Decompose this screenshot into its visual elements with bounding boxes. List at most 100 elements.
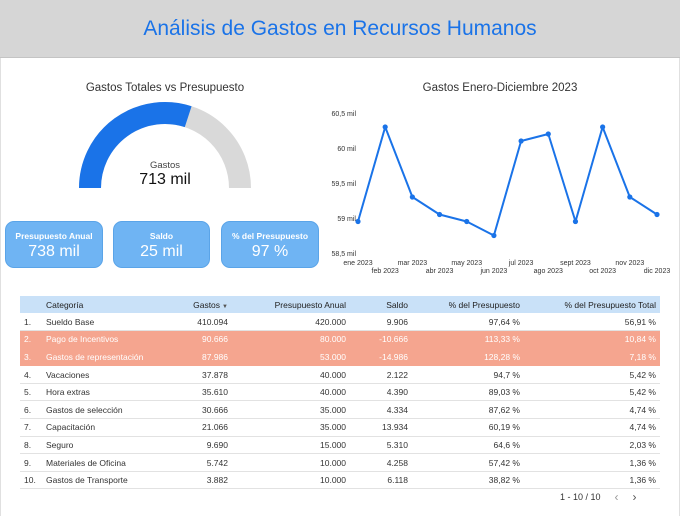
y-tick-label: 58,5 mil xyxy=(331,251,356,258)
cell-pct-presupuesto: 89,03 % xyxy=(412,383,524,402)
cell-categoria: Vacaciones xyxy=(42,365,162,384)
gauge-title: Gastos Totales vs Presupuesto xyxy=(85,82,245,94)
column-header-index xyxy=(20,296,42,313)
cell-gastos: 30.666 xyxy=(162,400,232,420)
cell-saldo: 13.934 xyxy=(350,418,412,437)
data-point xyxy=(409,194,415,200)
table-row[interactable]: 8. Seguro 9.690 15.000 5.310 64,6 % 2,03 % xyxy=(20,436,660,455)
y-tick-label: 60,5 mil xyxy=(331,111,356,118)
row-index: 3. xyxy=(20,348,42,367)
kpi-presupuesto-anual: Presupuesto Anual 738 mil xyxy=(5,221,103,268)
row-index: 4. xyxy=(20,365,42,384)
cell-categoria: Gastos de representación xyxy=(42,348,162,367)
kpi-label: Presupuesto Anual xyxy=(15,231,93,241)
cell-pct-presupuesto: 97,64 % xyxy=(412,313,524,332)
cell-pct-presupuesto: 60,19 % xyxy=(412,418,524,437)
kpi-value: 25 mil xyxy=(140,243,183,260)
cell-gastos: 5.742 xyxy=(162,453,232,472)
column-header-saldo[interactable]: Saldo xyxy=(350,296,412,313)
table-row[interactable]: 1. Sueldo Base 410.094 420.000 9.906 97,64 % 5… xyxy=(20,313,660,332)
cell-saldo: 2.122 xyxy=(350,365,412,384)
x-tick-label: jul 2023 xyxy=(508,260,534,267)
cell-saldo: -14.986 xyxy=(350,348,412,367)
cell-saldo: 4.390 xyxy=(350,383,412,402)
chevron-right-icon[interactable]: › xyxy=(632,490,637,504)
x-tick-label: nov 2023 xyxy=(615,260,644,267)
y-tick-label: 59 mil xyxy=(337,216,356,223)
line-chart: 60,5 mil 60 mil 59,5 mil 59 mil 58,5 mil ene … xyxy=(331,111,670,275)
cell-categoria: Gastos de selección xyxy=(42,400,162,420)
cell-gastos: 21.066 xyxy=(162,418,232,437)
data-point xyxy=(355,218,361,225)
data-point xyxy=(464,218,470,225)
chevron-left-icon[interactable]: ‹ xyxy=(614,490,619,504)
row-index: 9. xyxy=(20,453,42,472)
gauge-fill xyxy=(79,102,192,189)
table-row[interactable]: 2. Pago de Incentivos 90.666 80.000 -10.666 1… xyxy=(20,330,660,349)
table-pager: 1 - 10 / 10 ‹ › xyxy=(560,490,637,504)
cell-categoria: Sueldo Base xyxy=(42,313,162,332)
x-tick-label: abr 2023 xyxy=(426,268,454,275)
column-header-pct-presupuesto-total[interactable]: % del Presupuesto Total xyxy=(524,296,660,313)
cell-presupuesto-anual: 40.000 xyxy=(232,383,350,402)
column-header-gastos[interactable]: Gastos ▼ xyxy=(162,296,232,313)
cell-pct-presupuesto-total: 4,74 % xyxy=(524,418,660,437)
data-point xyxy=(382,124,388,130)
cell-gastos: 3.882 xyxy=(162,471,232,490)
kpi-saldo: Saldo 25 mil xyxy=(113,221,210,268)
x-tick-label: feb 2023 xyxy=(372,268,399,275)
gauge-caption: Gastos xyxy=(149,160,181,171)
cell-gastos: 35.610 xyxy=(162,383,232,402)
sort-descending-icon: ▼ xyxy=(222,303,228,310)
cell-pct-presupuesto: 128,28 % xyxy=(412,348,524,367)
cell-presupuesto-anual: 10.000 xyxy=(232,471,350,490)
page-title: Análisis de Gastos en Recursos Humanos xyxy=(143,16,537,40)
chart-title: Gastos Enero-Diciembre 2023 xyxy=(422,82,578,94)
x-tick-label: sept 2023 xyxy=(560,260,591,267)
x-tick-label: ago 2023 xyxy=(534,268,563,275)
cell-pct-presupuesto: 57,42 % xyxy=(412,453,524,472)
kpi-porcentaje-presupuesto: % del Presupuesto 97 % xyxy=(221,221,319,268)
cell-gastos: 87.986 xyxy=(162,348,232,367)
cell-pct-presupuesto: 113,33 % xyxy=(412,330,524,349)
cell-pct-presupuesto: 94,7 % xyxy=(412,365,524,384)
cell-presupuesto-anual: 35.000 xyxy=(232,418,350,437)
series-line xyxy=(357,126,658,237)
cell-presupuesto-anual: 53.000 xyxy=(232,348,350,367)
table-header-row: Categoría Gastos ▼ Presupuesto Anual Sald… xyxy=(20,296,660,313)
table-row[interactable]: 6. Gastos de selección 30.666 35.000 4.334 87… xyxy=(20,400,660,420)
cell-categoria: Seguro xyxy=(42,436,162,455)
cell-presupuesto-anual: 40.000 xyxy=(232,365,350,384)
cell-gastos: 90.666 xyxy=(162,330,232,349)
cell-presupuesto-anual: 420.000 xyxy=(232,313,350,332)
y-tick-label: 59,5 mil xyxy=(331,181,356,188)
column-header-pct-presupuesto[interactable]: % del Presupuesto xyxy=(412,296,524,313)
cell-categoria: Materiales de Oficina xyxy=(42,453,162,472)
gauge-chart xyxy=(79,102,251,189)
row-index: 1. xyxy=(20,313,42,332)
table-row[interactable]: 3. Gastos de representación 87.986 53.000 -1… xyxy=(20,348,660,367)
table-row[interactable]: 5. Hora extras 35.610 40.000 4.390 89,03 % 5,4… xyxy=(20,383,660,402)
kpi-value: 738 mil xyxy=(28,243,80,260)
table-row[interactable]: 7. Capacitación 21.066 35.000 13.934 60,19 % 4… xyxy=(20,418,660,437)
cell-presupuesto-anual: 35.000 xyxy=(232,400,350,420)
cell-pct-presupuesto-total: 4,74 % xyxy=(524,400,660,420)
table-row[interactable]: 10. Gastos de Transporte 3.882 10.000 6.118 3… xyxy=(20,471,660,490)
cell-saldo: 4.334 xyxy=(350,400,412,420)
data-point xyxy=(627,194,633,200)
table-row[interactable]: 4. Vacaciones 37.878 40.000 2.122 94,7 % 5,42 … xyxy=(20,365,660,384)
column-header-label: Presupuesto Anual xyxy=(274,299,346,310)
column-header-label: Saldo xyxy=(386,299,408,310)
cell-pct-presupuesto-total: 1,36 % xyxy=(524,471,660,490)
column-header-categoria[interactable]: Categoría xyxy=(42,296,162,313)
cell-presupuesto-anual: 10.000 xyxy=(232,453,350,472)
table-row[interactable]: 9. Materiales de Oficina 5.742 10.000 4.258 5… xyxy=(20,453,660,472)
column-header-label: % del Presupuesto xyxy=(448,299,520,310)
cell-categoria: Gastos de Transporte xyxy=(42,471,162,490)
x-tick-label: jun 2023 xyxy=(479,268,507,275)
cell-pct-presupuesto: 38,82 % xyxy=(412,471,524,490)
column-header-label: % del Presupuesto Total xyxy=(564,299,656,310)
column-header-presupuesto-anual[interactable]: Presupuesto Anual xyxy=(232,296,350,313)
x-tick-label: dic 2023 xyxy=(644,268,670,275)
cell-saldo: 4.258 xyxy=(350,453,412,472)
